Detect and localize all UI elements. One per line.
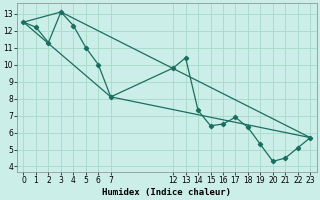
X-axis label: Humidex (Indice chaleur): Humidex (Indice chaleur): [102, 188, 231, 197]
